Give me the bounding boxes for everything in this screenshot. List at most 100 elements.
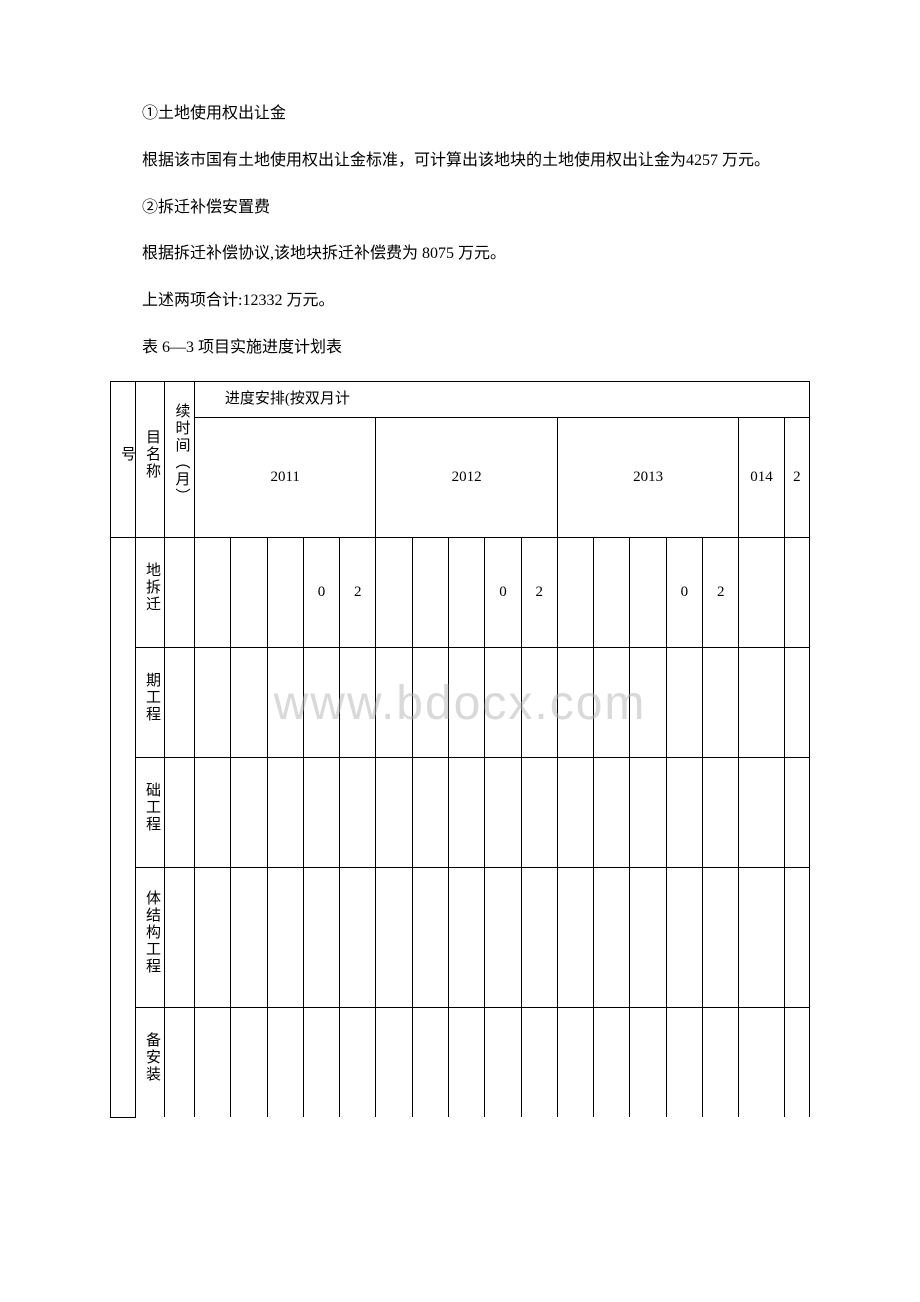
cell-2-9 xyxy=(521,757,557,867)
row-dur-1 xyxy=(165,647,194,757)
cell-4-5 xyxy=(376,1007,412,1117)
cell-0-6 xyxy=(412,537,448,647)
cell-3-0 xyxy=(194,867,230,1007)
cell-2-8 xyxy=(485,757,521,867)
cell-4-10 xyxy=(557,1007,593,1117)
row-dur-0 xyxy=(165,537,194,647)
cell-3-16 xyxy=(784,867,809,1007)
cell-2-5 xyxy=(376,757,412,867)
cell-1-10 xyxy=(557,647,593,757)
cell-3-12 xyxy=(630,867,666,1007)
cell-2-11 xyxy=(594,757,630,867)
cell-0-3: 0 xyxy=(303,537,339,647)
paragraph-1: ①土地使用权出让金 xyxy=(110,100,810,129)
cell-1-1 xyxy=(231,647,267,757)
cell-0-11 xyxy=(594,537,630,647)
cell-3-9 xyxy=(521,867,557,1007)
cell-0-5 xyxy=(376,537,412,647)
cell-3-4 xyxy=(340,867,376,1007)
cell-3-3 xyxy=(303,867,339,1007)
cell-0-2 xyxy=(267,537,303,647)
header-year-2014a: 014 xyxy=(739,417,784,537)
cell-4-8 xyxy=(485,1007,521,1117)
paragraph-4: 根据拆迁补偿协议,该地块拆迁补偿费为 8075 万元。 xyxy=(110,240,810,269)
cell-4-4 xyxy=(340,1007,376,1117)
cell-2-12 xyxy=(630,757,666,867)
cell-4-1 xyxy=(231,1007,267,1117)
cell-2-6 xyxy=(412,757,448,867)
header-year-2014b: 2 xyxy=(784,417,809,537)
header-num: 号 xyxy=(111,381,136,537)
cell-0-15 xyxy=(739,537,784,647)
cell-1-14 xyxy=(703,647,739,757)
cell-3-14 xyxy=(703,867,739,1007)
cell-3-15 xyxy=(739,867,784,1007)
cell-2-13 xyxy=(666,757,702,867)
cell-3-13 xyxy=(666,867,702,1007)
header-year-2011: 2011 xyxy=(194,417,375,537)
row-dur-2 xyxy=(165,757,194,867)
row-name-3: 体结构工程 xyxy=(135,867,164,1007)
cell-4-13 xyxy=(666,1007,702,1117)
row-name-4: 备安装 xyxy=(135,1007,164,1117)
cell-1-12 xyxy=(630,647,666,757)
row-name-0: 地拆迁 xyxy=(135,537,164,647)
cell-3-5 xyxy=(376,867,412,1007)
header-year-2012: 2012 xyxy=(376,417,557,537)
cell-1-0 xyxy=(194,647,230,757)
schedule-table: 号 目名称 续时间（月） 进度安排(按双月计 2011 2012 2013 01… xyxy=(110,381,810,1118)
paragraph-5: 上述两项合计:12332 万元。 xyxy=(110,287,810,316)
cell-2-10 xyxy=(557,757,593,867)
header-year-2013: 2013 xyxy=(557,417,738,537)
cell-4-6 xyxy=(412,1007,448,1117)
row-name-1: 期工程 xyxy=(135,647,164,757)
cell-1-3 xyxy=(303,647,339,757)
cell-1-11 xyxy=(594,647,630,757)
cell-4-11 xyxy=(594,1007,630,1117)
cell-2-14 xyxy=(703,757,739,867)
schedule-table-wrapper: www.bdocx.com 号 目名称 续时间（ xyxy=(110,381,810,1118)
cell-2-16 xyxy=(784,757,809,867)
cell-1-2 xyxy=(267,647,303,757)
cell-0-7 xyxy=(449,537,485,647)
cell-3-11 xyxy=(594,867,630,1007)
cell-2-1 xyxy=(231,757,267,867)
row-name-2: 础工程 xyxy=(135,757,164,867)
header-duration: 续时间（月） xyxy=(165,381,194,537)
cell-3-2 xyxy=(267,867,303,1007)
cell-0-9: 2 xyxy=(521,537,557,647)
cell-4-16 xyxy=(784,1007,809,1117)
cell-0-10 xyxy=(557,537,593,647)
cell-1-16 xyxy=(784,647,809,757)
cell-1-5 xyxy=(376,647,412,757)
cell-2-2 xyxy=(267,757,303,867)
cell-0-16 xyxy=(784,537,809,647)
cell-1-6 xyxy=(412,647,448,757)
cell-0-13: 0 xyxy=(666,537,702,647)
cell-0-4: 2 xyxy=(340,537,376,647)
cell-3-8 xyxy=(485,867,521,1007)
cell-0-14: 2 xyxy=(703,537,739,647)
cell-0-0 xyxy=(194,537,230,647)
cell-1-9 xyxy=(521,647,557,757)
cell-1-15 xyxy=(739,647,784,757)
cell-4-15 xyxy=(739,1007,784,1117)
cell-4-12 xyxy=(630,1007,666,1117)
cell-4-7 xyxy=(449,1007,485,1117)
cell-1-8 xyxy=(485,647,521,757)
paragraph-3: ②拆迁补偿安置费 xyxy=(110,194,810,223)
header-name: 目名称 xyxy=(135,381,164,537)
row-dur-4 xyxy=(165,1007,194,1117)
cell-1-13 xyxy=(666,647,702,757)
table-caption: 表 6—3 项目实施进度计划表 xyxy=(110,334,810,363)
row-num-blank xyxy=(111,537,136,1117)
cell-2-15 xyxy=(739,757,784,867)
cell-4-9 xyxy=(521,1007,557,1117)
cell-2-4 xyxy=(340,757,376,867)
header-progress: 进度安排(按双月计 xyxy=(194,381,809,417)
cell-0-12 xyxy=(630,537,666,647)
cell-1-4 xyxy=(340,647,376,757)
cell-2-3 xyxy=(303,757,339,867)
cell-2-0 xyxy=(194,757,230,867)
cell-4-3 xyxy=(303,1007,339,1117)
